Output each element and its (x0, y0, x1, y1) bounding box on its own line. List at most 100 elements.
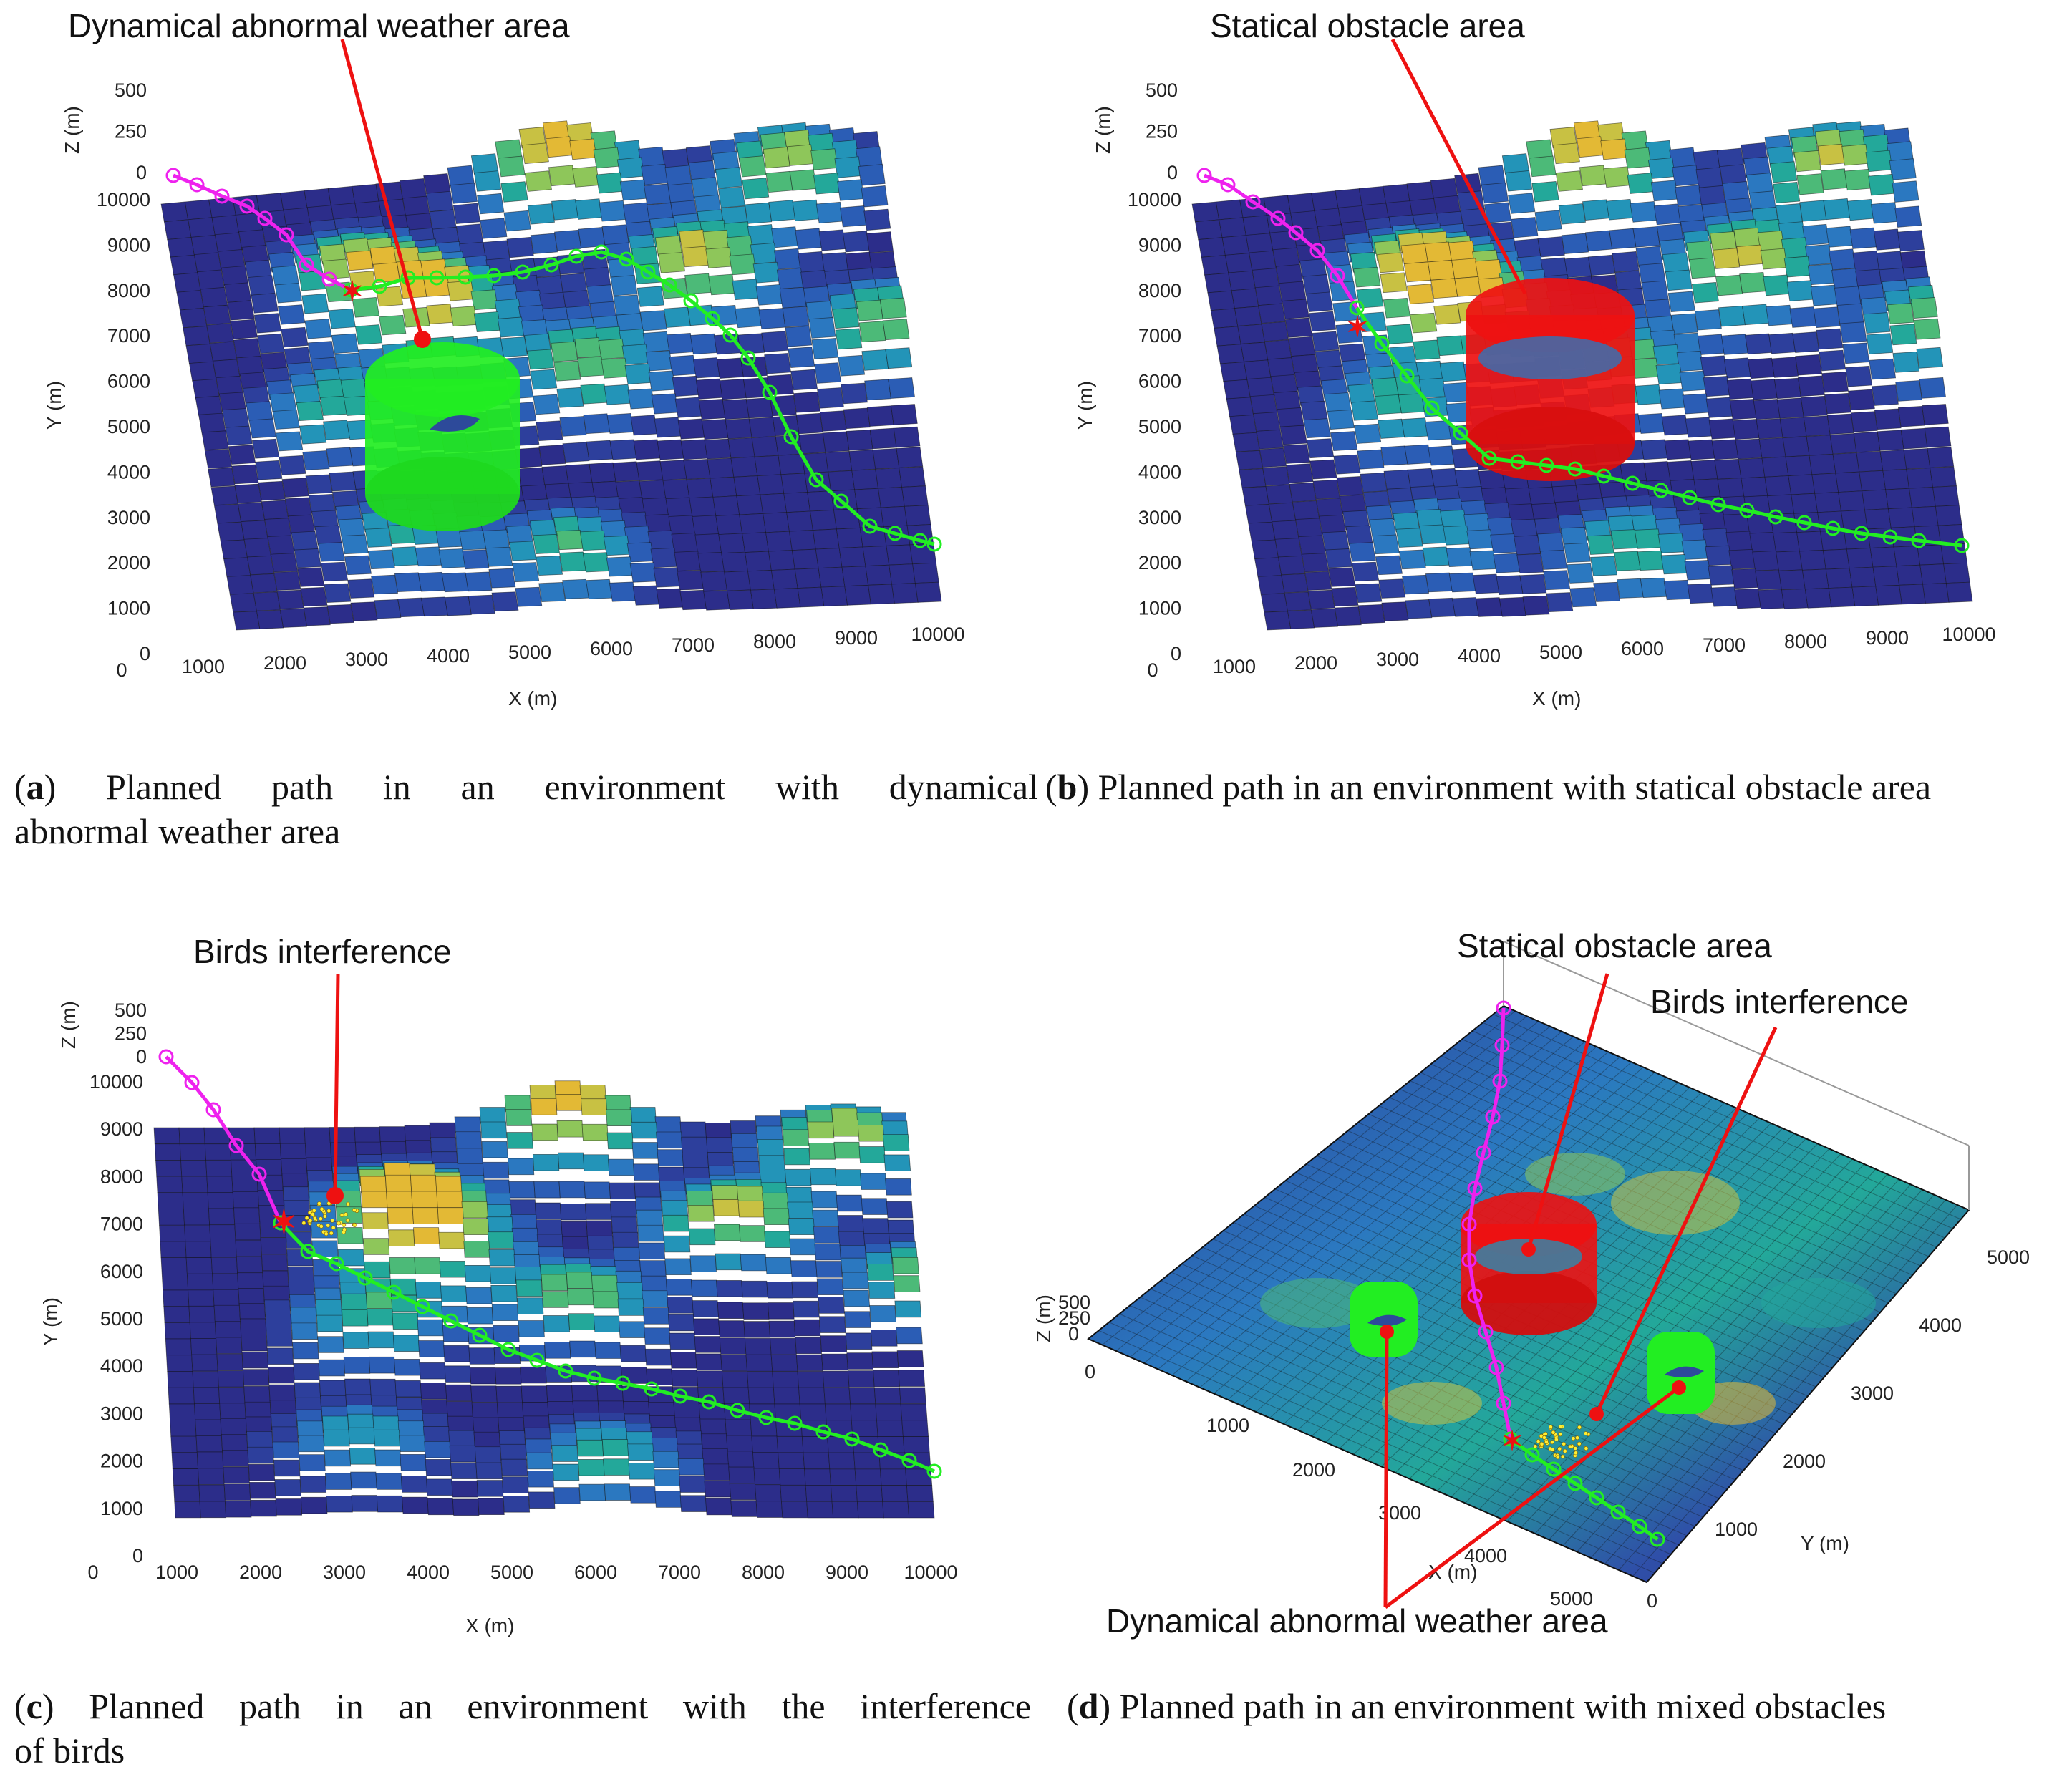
terrain-cell (1826, 413, 1854, 435)
terrain-cell (1694, 309, 1722, 331)
terrain-cell (258, 480, 286, 501)
terrain-cell (473, 311, 501, 332)
terrain-cell (875, 1403, 903, 1421)
svg-text:0: 0 (1068, 1323, 1079, 1345)
terrain-cell (1249, 250, 1277, 271)
terrain-cell (344, 555, 372, 576)
terrain-cell (1660, 554, 1688, 575)
annotation-line (333, 973, 340, 1196)
terrain-cell (185, 1257, 213, 1274)
terrain-cell (1359, 311, 1387, 333)
terrain-cell (1448, 572, 1476, 593)
terrain-cell (1347, 383, 1375, 404)
terrain-cell (1910, 297, 1938, 319)
terrain-cell (770, 568, 798, 590)
terrain-cell (241, 1334, 268, 1352)
terrain-cell (293, 384, 321, 405)
path-waypoint (758, 1410, 774, 1425)
terrain-cell (682, 1153, 710, 1170)
terrain-cell (168, 1387, 195, 1405)
mesh-line (1212, 1239, 1744, 1471)
path-markers (158, 1049, 942, 1479)
y-tick-label: 8000 (107, 280, 150, 301)
terrain-cell (745, 1355, 773, 1372)
terrain-cell (727, 1451, 755, 1468)
terrain-cell (1887, 302, 1914, 324)
terrain-cell (165, 1338, 193, 1356)
terrain-cell (1732, 419, 1760, 440)
terrain-cell (1543, 570, 1571, 591)
terrain-cell (322, 258, 350, 280)
bird-dot (1562, 1448, 1567, 1453)
terrain-cell (1685, 417, 1713, 438)
terrain-cell (530, 369, 558, 390)
terrain-cell (491, 1304, 519, 1322)
path-waypoint (1461, 1216, 1477, 1232)
terrain-cell (222, 408, 250, 428)
path-waypoint (1710, 497, 1726, 513)
path-waypoint (279, 227, 294, 243)
y-tick-label: 6000 (107, 371, 150, 392)
terrain-cell (238, 1288, 265, 1305)
terrain-cell (603, 535, 631, 556)
terrain-cell (886, 544, 914, 566)
terrain-cell (1796, 173, 1824, 195)
terrain-cell (1351, 561, 1380, 582)
terrain-cell (167, 1371, 194, 1388)
terrain-cell (423, 276, 451, 297)
terrain-cell (808, 317, 836, 339)
mesh-line (1493, 1014, 1961, 1220)
terrain-cell (1261, 321, 1289, 342)
y-tick-label: 8000 (100, 1166, 143, 1187)
terrain-cell (1900, 427, 1928, 450)
path-waypoint (239, 198, 255, 214)
terrain-cell (1798, 375, 1825, 397)
terrain-cell (300, 586, 328, 607)
path-waypoint (543, 257, 559, 273)
terrain-cell (477, 193, 505, 215)
terrain-cell (1773, 531, 1800, 553)
terrain-cell (888, 377, 915, 399)
terrain-cell (340, 1293, 368, 1311)
terrain-cell (764, 1231, 791, 1248)
panel-c: 0 1000 2000 3000 4000 5000 6000 7000 8000 9000 100… (0, 902, 1036, 1777)
terrain-cell (778, 1452, 805, 1470)
path-start-segment (173, 173, 352, 292)
terrain-cell (1402, 574, 1430, 595)
terrain-cell (1758, 589, 1785, 610)
terrain-cell (642, 331, 670, 353)
terrain-cell (351, 1495, 379, 1512)
terrain-cell (765, 1257, 793, 1274)
terrain-cell (583, 413, 611, 435)
terrain-cell (891, 583, 919, 604)
z-axis-label: Z (m) (1092, 106, 1114, 154)
terrain-cell (1776, 203, 1804, 226)
terrain-cell (270, 553, 299, 573)
terrain-cell (437, 1207, 465, 1224)
terrain-cell (763, 1208, 790, 1226)
x-tick-label: 5000 (490, 1561, 533, 1583)
terrain-cell (656, 588, 684, 609)
terrain-cell (806, 1501, 834, 1519)
terrain-cell (869, 427, 897, 450)
terrain-cell (768, 1320, 796, 1338)
terrain-cell (898, 1370, 926, 1387)
mesh-line (1478, 1148, 1830, 1510)
svg-text:5000: 5000 (1987, 1246, 2030, 1268)
terrain-cell (1273, 390, 1302, 411)
terrain-cell (1761, 456, 1789, 478)
terrain-cell (317, 542, 345, 562)
path-waypoint (844, 1431, 860, 1447)
terrain-cell (848, 450, 876, 471)
terrain-cell (1820, 530, 1847, 551)
terrain-cell (163, 1289, 190, 1307)
terrain-cell (1661, 415, 1689, 436)
terrain-cell (1311, 190, 1339, 212)
terrain-cell (1244, 359, 1272, 380)
terrain-cell (878, 487, 905, 508)
terrain-cell (1889, 324, 1917, 346)
terrain-cell (242, 1369, 270, 1386)
bird-dot (352, 1208, 357, 1213)
terrain-cell (763, 512, 790, 533)
terrain-cell (1711, 439, 1739, 460)
